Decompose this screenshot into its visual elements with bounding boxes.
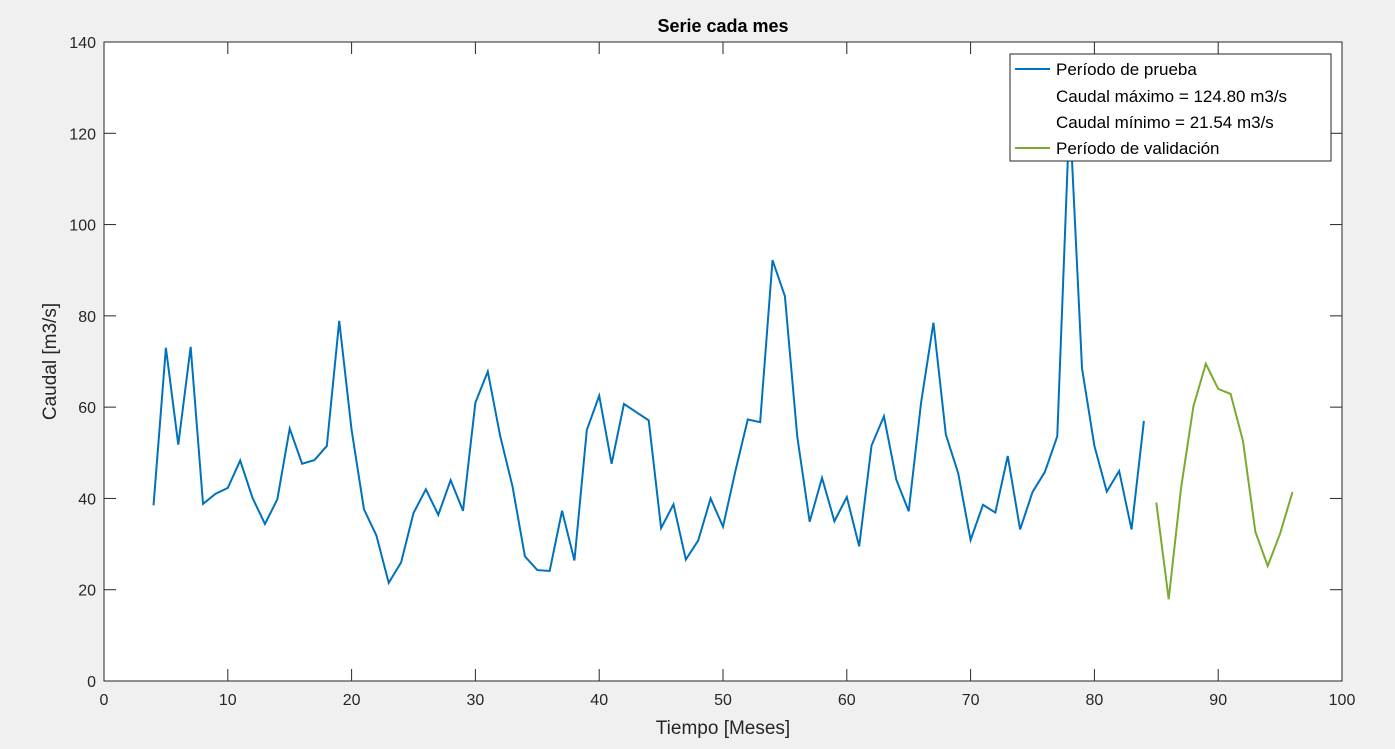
x-tick-label: 10: [219, 692, 237, 709]
legend-label-prueba: Período de prueba: [1056, 60, 1197, 79]
x-tick-label: 70: [962, 692, 980, 709]
x-tick-label: 80: [1086, 692, 1104, 709]
y-tick-label: 20: [78, 583, 96, 600]
plot-frame: [103, 41, 1343, 682]
x-tick-label: 20: [343, 692, 361, 709]
y-tick-label: 100: [69, 218, 96, 235]
legend-label-validacion: Período de validación: [1056, 139, 1220, 158]
x-tick-label: 50: [714, 692, 732, 709]
x-tick-label: 40: [590, 692, 608, 709]
x-tick-label: 100: [1329, 692, 1356, 709]
chart-title: Serie cada mes: [657, 16, 788, 36]
x-tick-label: 0: [100, 692, 109, 709]
series-line-periodo-de-validacion: [1155, 361, 1294, 600]
y-tick-label: 0: [87, 674, 96, 691]
y-axis-label: Caudal [m3/s]: [40, 303, 61, 420]
series-lines: [152, 111, 1294, 600]
y-tick-label: 80: [78, 309, 96, 326]
y-tick-label: 140: [69, 35, 96, 52]
legend-box: [1009, 53, 1332, 162]
y-tick-label: 60: [78, 400, 96, 417]
x-tick-label: 30: [467, 692, 485, 709]
series-line-periodo-de-prueba: [152, 111, 1145, 586]
y-tick-label: 40: [78, 491, 96, 508]
y-tick-label: 120: [69, 126, 96, 143]
legend-label-caudal-maximo: Caudal máximo = 124.80 m3/s: [1056, 87, 1287, 106]
x-tick-label: 90: [1209, 692, 1227, 709]
legend: Período de prueba Caudal máximo = 124.80…: [1009, 53, 1332, 162]
axis-ticks: 0 10 20 30 40 50 60 70 80 90 100 0 20 40 60 80 100 120 140: [69, 35, 1355, 709]
legend-label-caudal-minimo: Caudal mínimo = 21.54 m3/s: [1056, 113, 1274, 132]
x-tick-label: 60: [838, 692, 856, 709]
x-axis-label: Tiempo [Meses]: [656, 718, 790, 739]
